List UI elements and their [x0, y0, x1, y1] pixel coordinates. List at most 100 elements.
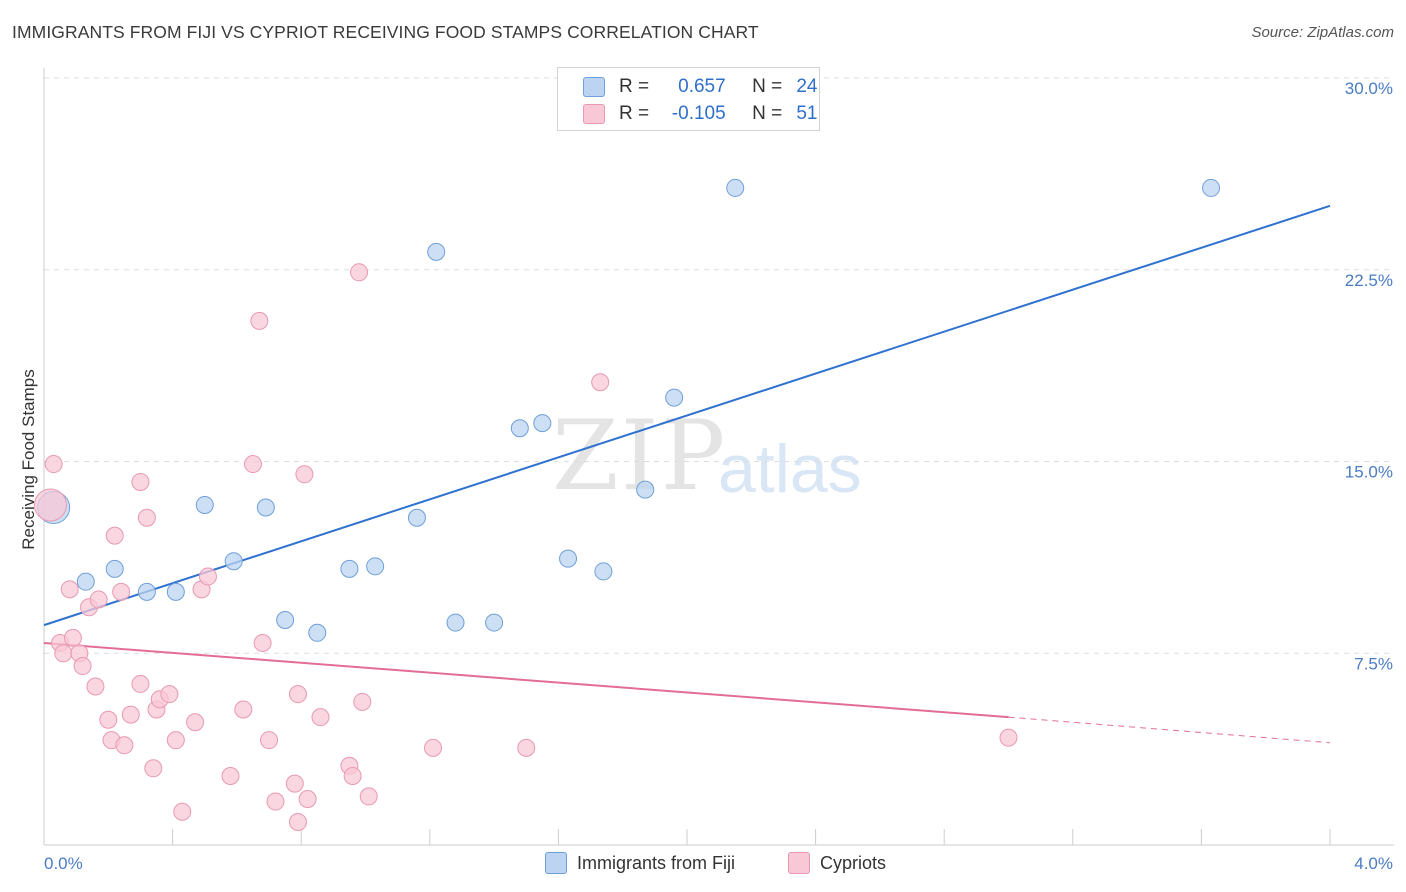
legend-row-fiji: R = 0.657 N = 24 [583, 75, 817, 99]
cypriots-point [353, 692, 372, 711]
cypriots-point [424, 738, 443, 757]
fiji-trend-line [43, 204, 1331, 627]
cypriots-point [359, 787, 378, 806]
cypriots-point [33, 488, 67, 522]
cypriots-point [591, 373, 610, 392]
fiji-point [407, 508, 426, 527]
fiji-point [224, 552, 243, 571]
watermark-atlas: atlas [718, 431, 862, 507]
cypriots-point [89, 590, 108, 609]
cypriots-point [73, 657, 92, 676]
cypriots-point [221, 766, 240, 785]
y-tick-label: 15.0% [1345, 463, 1393, 482]
chart-title: IMMIGRANTS FROM FIJI VS CYPRIOT RECEIVIN… [12, 22, 759, 42]
cypriots-point [44, 455, 63, 474]
correlation-legend: R = 0.657 N = 24 R = -0.105 N = 51 [557, 67, 820, 131]
fiji-r-label: R = [619, 76, 650, 97]
fiji-swatch [583, 77, 605, 97]
bottom-cypriots-label: Cypriots [820, 852, 887, 873]
fiji-point [366, 557, 385, 576]
cypriots-r-label: R = [619, 103, 650, 124]
cypriots-point [60, 580, 79, 599]
bottom-legend-cypriots: Cypriots [788, 852, 886, 874]
fiji-point [76, 572, 95, 591]
cypriots-point [137, 508, 156, 527]
cypriots-point [144, 759, 163, 778]
bottom-legend-fiji: Immigrants from Fiji [545, 852, 735, 874]
fiji-point [276, 611, 295, 630]
cypriots-point [198, 567, 217, 586]
cypriots-point [86, 677, 105, 696]
cypriots-point [999, 728, 1018, 747]
x-tick-label-min: 0.0% [44, 854, 83, 873]
cypriots-point [350, 263, 369, 282]
cypriots-point [266, 792, 285, 811]
fiji-point [308, 623, 327, 642]
fiji-n-value: 24 [796, 76, 818, 97]
cypriots-point [131, 674, 150, 693]
y-tick-label: 30.0% [1345, 79, 1393, 98]
cypriots-point [517, 738, 536, 757]
trend-lines [43, 204, 1331, 744]
cypriots-point [298, 789, 317, 808]
cypriots-point [288, 685, 307, 704]
fiji-point [166, 582, 185, 601]
fiji-r-value: 0.657 [678, 76, 726, 97]
cypriots-point [260, 731, 279, 750]
cypriots-point [173, 802, 192, 821]
fiji-n-label: N = [752, 76, 783, 97]
cypriots-point [105, 526, 124, 545]
cypriots-point [295, 465, 314, 484]
cypriots-point [288, 812, 307, 831]
bottom-fiji-label: Immigrants from Fiji [577, 852, 736, 873]
fiji-point [340, 559, 359, 578]
cypriots-point [166, 731, 185, 750]
cypriots-point [160, 685, 179, 704]
fiji-point [137, 582, 156, 601]
fiji-point [427, 242, 446, 261]
cypriots-n-value: 51 [796, 103, 818, 124]
fiji-point [256, 498, 275, 517]
tick-labels: 7.5% 15.0% 22.5% 30.0% 0.0% 4.0% Receiving Foo… [19, 79, 1393, 873]
fiji-point [636, 480, 655, 499]
cypriots-point [250, 311, 269, 330]
y-axis-label: Receiving Food Stamps [19, 369, 38, 549]
data-points [33, 178, 1221, 831]
fiji-point [446, 613, 465, 632]
cypriots-point [285, 774, 304, 793]
cypriots-trend-line [43, 642, 1009, 719]
cypriots-point [112, 582, 131, 601]
cypriots-point [115, 736, 134, 755]
fiji-point [533, 414, 552, 433]
cypriots-point [234, 700, 253, 719]
cypriots-point [121, 705, 140, 724]
chart-source: Source: ZipAtlas.com [1251, 24, 1394, 41]
bottom-cypriots-swatch [788, 852, 810, 874]
grid-lines [44, 77, 1394, 654]
cypriots-point [243, 455, 262, 474]
cypriots-point [63, 628, 82, 647]
legend-row-cypriots: R = -0.105 N = 51 [583, 102, 817, 126]
axes [43, 68, 1394, 846]
cypriots-point [54, 644, 73, 663]
bottom-fiji-swatch [545, 852, 567, 874]
x-tick-label-max: 4.0% [1354, 854, 1393, 873]
cypriots-point [131, 472, 150, 491]
fiji-point [726, 178, 745, 197]
cypriots-point [311, 708, 330, 727]
y-tick-label: 22.5% [1345, 271, 1393, 290]
fiji-point [485, 613, 504, 632]
cypriots-point [186, 713, 205, 732]
cypriots-point [253, 634, 272, 653]
cypriots-swatch [583, 104, 605, 124]
fiji-point [594, 562, 613, 581]
fiji-point [195, 495, 214, 514]
fiji-point [510, 419, 529, 438]
cypriots-n-label: N = [752, 103, 783, 124]
fiji-point [105, 559, 124, 578]
cypriots-point [99, 710, 118, 729]
fiji-point [559, 549, 578, 568]
cypriots-r-value: -0.105 [671, 103, 726, 124]
cypriots-point [343, 766, 362, 785]
